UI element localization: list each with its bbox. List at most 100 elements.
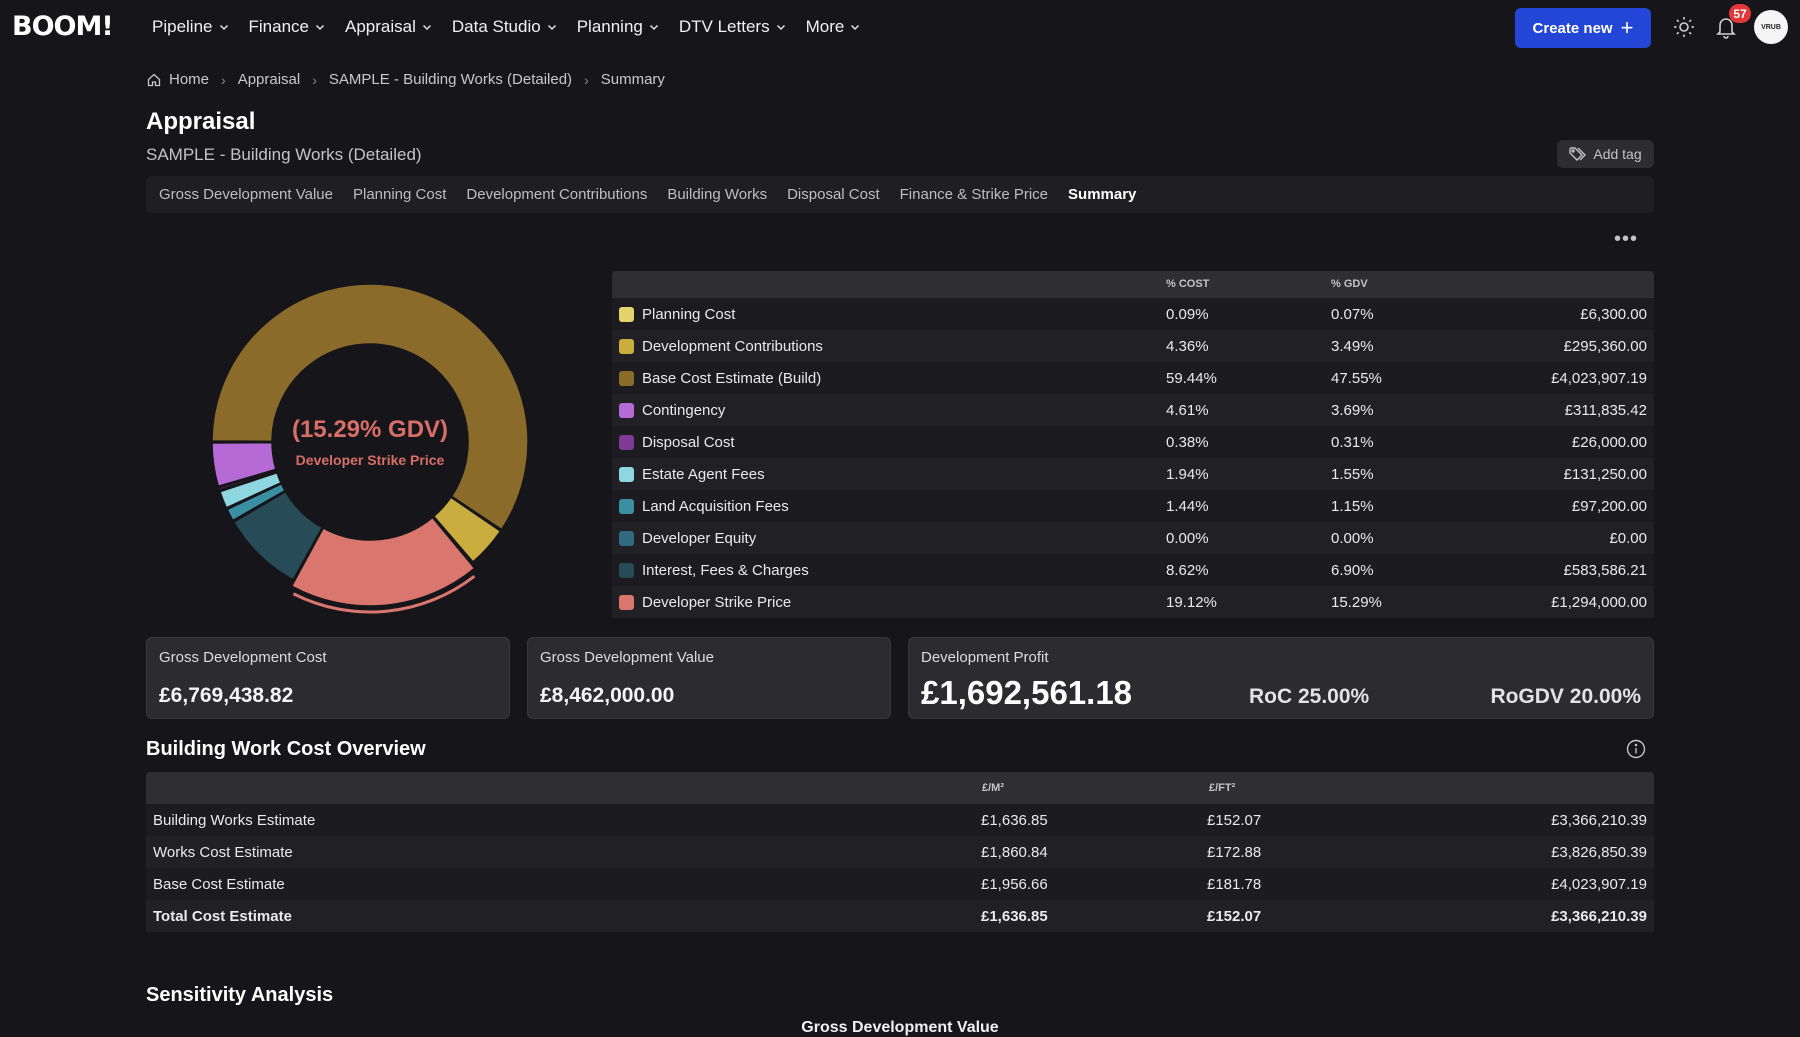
donut-slice-base-cost-estimate-build-[interactable] [211,283,529,531]
app-logo[interactable]: BOOM! [12,11,114,42]
rogdv-value: RoGDV 20.00% [1490,685,1641,708]
per-ft2-cell: £172.88 [1207,844,1262,861]
nav-item-finance[interactable]: Finance [249,17,325,37]
page-subtitle: SAMPLE - Building Works (Detailed) [146,145,422,164]
sensitivity-analysis-title: Sensitivity Analysis [146,984,334,1006]
table-row: Base Cost Estimate (Build) 59.44% 47.55% £4… [612,362,1654,394]
info-icon[interactable] [1626,739,1646,759]
cost-summary-rows: Planning Cost 0.09% 0.07% £6,300.00 Developm… [612,298,1654,618]
per-m2-cell: £1,636.85 [981,812,1048,829]
card-title: Development Profit [921,649,1049,666]
donut-slice-disposal-cost[interactable] [217,469,278,491]
tab-summary[interactable]: Summary [1068,186,1137,203]
breadcrumb-item[interactable]: SAMPLE - Building Works (Detailed) [328,71,573,88]
pct-cost-cell: 8.62% [1166,562,1209,579]
notifications-bell-icon[interactable] [1714,14,1738,40]
per-m2-cell: £1,956.66 [981,876,1048,893]
breadcrumb-item: Summary [600,71,665,88]
home-icon [147,73,161,86]
tab-planning-cost[interactable]: Planning Cost [352,186,447,203]
row-label: Land Acquisition Fees [642,498,789,515]
amount-cell: £97,200.00 [1571,498,1647,515]
legend-swatch [619,595,634,610]
nav-item-dtv-letters[interactable]: DTV Letters [679,17,786,37]
table-row: Developer Strike Price 19.12% 15.29% £1,294… [612,586,1654,618]
nav-item-appraisal[interactable]: Appraisal [345,17,432,37]
pct-gdv-cell: 3.69% [1331,402,1374,419]
pct-cost-cell: 4.61% [1166,402,1209,419]
card-value: £6,769,438.82 [159,684,294,707]
donut-slice-land-acquisition-fees[interactable] [226,482,286,522]
amount-cell: £0.00 [1609,530,1647,547]
legend-swatch [619,435,634,450]
row-label: Works Cost Estimate [153,844,293,861]
tab-finance-strike-price[interactable]: Finance & Strike Price [899,186,1049,203]
card-title: Gross Development Value [540,649,714,666]
donut-slice-developer-strike-price[interactable] [290,516,476,607]
nav-item-planning[interactable]: Planning [577,17,659,37]
pct-gdv-cell: 3.49% [1331,338,1374,355]
tab-development-contributions[interactable]: Development Contributions [466,186,648,203]
pct-cost-cell: 0.09% [1166,306,1209,323]
nav-item-label: Pipeline [152,17,213,36]
row-label: Base Cost Estimate (Build) [642,370,822,387]
tab-disposal-cost[interactable]: Disposal Cost [787,186,880,203]
amount-cell: £3,826,850.39 [1551,844,1647,861]
sensitivity-caption: Gross Development Value [801,1019,999,1036]
gross-development-value-card: Gross Development Value £8,462,000.00 [527,637,891,719]
legend-swatch [619,371,634,386]
pct-cost-cell: 0.38% [1166,434,1209,451]
theme-toggle-sun-icon[interactable] [1672,15,1696,39]
breadcrumb-item[interactable]: Home [169,71,210,88]
table-row: Estate Agent Fees 1.94% 1.55% £131,250.00 [612,458,1654,490]
pct-gdv-cell: 0.07% [1331,306,1374,323]
create-new-label: Create new [1532,19,1613,37]
row-label: Building Works Estimate [153,812,316,829]
breadcrumb-separator-icon: › [221,71,226,88]
chevron-down-icon [649,24,658,31]
legend-swatch [619,467,634,482]
nav-item-pipeline[interactable]: Pipeline [152,17,229,37]
amount-cell: £3,366,210.39 [1551,908,1647,925]
chevron-down-icon [547,24,556,31]
pct-cost-cell: 59.44% [1166,370,1217,387]
row-label: Base Cost Estimate [153,876,285,893]
table-row: Planning Cost 0.09% 0.07% £6,300.00 [612,298,1654,330]
table-row: Development Contributions 4.36% 3.49% £295,… [612,330,1654,362]
tab-building-works[interactable]: Building Works [667,186,768,203]
row-label: Disposal Cost [642,434,735,451]
nav-item-more[interactable]: More [806,17,861,37]
development-profit-card: Development Profit £1,692,561.18 RoC 25.… [908,637,1654,719]
legend-swatch [619,531,634,546]
table-row: Developer Equity 0.00% 0.00% £0.00 [612,522,1654,554]
amount-cell: £4,023,907.19 [1551,876,1647,893]
per-m2-cell: £1,860.84 [981,844,1048,861]
nav-item-data-studio[interactable]: Data Studio [452,17,557,37]
pct-gdv-cell: 1.15% [1331,498,1374,515]
table-row: Interest, Fees & Charges 8.62% 6.90% £583,5… [612,554,1654,586]
table-row: Base Cost Estimate £1,956.66 £181.78 £4,023… [146,868,1654,900]
appraisal-tabs: Gross Development Value Planning Cost Deve… [146,176,1654,213]
pct-gdv-cell: 15.29% [1331,594,1382,611]
user-avatar[interactable]: VRUB [1754,10,1788,44]
breadcrumb-item[interactable]: Appraisal [237,71,301,88]
breadcrumb-separator-icon: › [584,71,589,88]
row-label: Planning Cost [642,306,736,323]
more-options-icon[interactable]: ••• [1614,228,1639,250]
plus-icon: + [1620,15,1634,40]
donut-slice-interest-fees-charges[interactable] [232,490,324,581]
per-ft2-cell: £181.78 [1207,876,1262,893]
create-new-button[interactable]: Create new + [1515,8,1651,48]
nav-item-label: Finance [248,17,309,36]
row-label: Interest, Fees & Charges [642,562,809,579]
amount-cell: £4,023,907.19 [1551,370,1647,387]
per-ft2-cell: £152.07 [1207,812,1262,829]
donut-slice-contingency[interactable] [211,441,277,488]
add-tag-button[interactable]: Add tag [1557,140,1654,168]
per-m2-cell: £1,636.85 [981,908,1048,925]
building-work-rows: Building Works Estimate £1,636.85 £152.07 £… [146,804,1654,932]
table-row: Building Works Estimate £1,636.85 £152.07 £… [146,804,1654,836]
donut-slice-estate-agent-fees[interactable] [219,471,282,509]
tab-gross-development-value[interactable]: Gross Development Value [159,186,333,203]
cost-summary-header: % COST % GDV [612,271,1654,298]
